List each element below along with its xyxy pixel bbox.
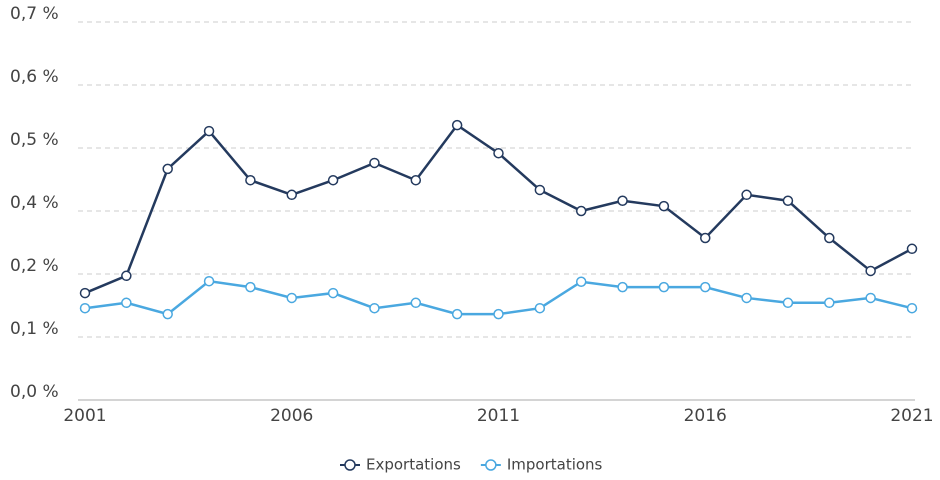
legend-label: Exportations [366,456,461,474]
y-tick-label: 0,2 % [10,256,59,276]
x-tick-label: 2021 [890,406,933,426]
point [79,302,91,314]
point [782,195,794,206]
point [79,287,91,299]
point [410,297,422,309]
y-tick-label: 0,6 % [10,67,59,87]
legend-marker [485,459,497,471]
point [534,302,546,314]
point [700,232,711,244]
x-tick-label: 2016 [684,406,727,426]
point [906,302,918,314]
point [286,292,297,304]
y-tick-label: 0,1 % [10,319,59,339]
point [824,232,835,244]
point [203,125,215,137]
point [741,292,752,304]
legend-item: Importations [480,456,603,474]
legend-item: Exportations [340,456,461,474]
point [575,205,587,217]
point [327,174,339,186]
point [700,281,711,293]
legend-marker [344,459,356,471]
x-tick-label: 2011 [477,406,520,426]
point [493,147,504,159]
point [121,297,132,309]
point [245,281,256,293]
point [327,287,339,299]
point [906,243,918,255]
point [451,308,463,320]
point [162,308,173,320]
point [245,174,256,186]
point [865,292,876,304]
point [203,275,215,287]
point [658,200,670,212]
point [534,184,546,196]
point [162,163,173,175]
legend-label: Importations [507,456,603,474]
y-tick-label: 0,0 % [10,382,59,402]
point [121,270,132,282]
point [658,281,670,293]
point [369,157,380,169]
point [741,189,752,201]
y-tick-label: 0,7 % [10,4,59,24]
point [824,297,835,309]
point [617,195,628,206]
point [410,174,422,186]
y-tick-label: 0,5 % [10,130,59,150]
point [451,119,463,131]
point [617,281,628,293]
point [575,276,587,287]
point [865,265,876,277]
x-tick-label: 2001 [63,406,106,426]
x-tick-label: 2006 [270,406,313,426]
point [493,308,504,320]
point [286,189,297,201]
y-tick-label: 0,4 % [10,193,59,213]
point [369,302,380,314]
point [782,297,794,309]
